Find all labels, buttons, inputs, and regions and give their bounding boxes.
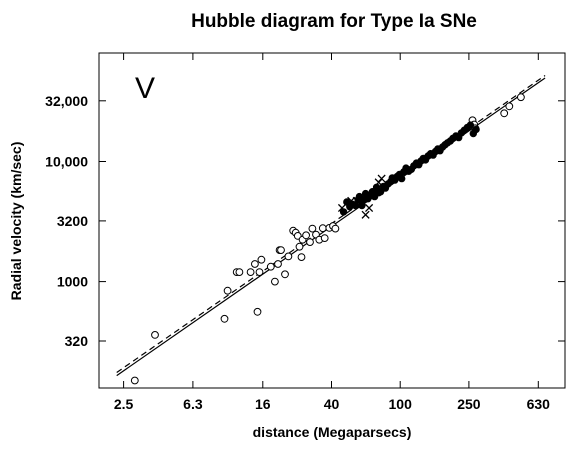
open-circle-point bbox=[277, 246, 285, 255]
filled-circle-point bbox=[472, 125, 480, 134]
filled-circle-point bbox=[339, 208, 348, 216]
open-circle-point bbox=[255, 268, 264, 277]
y-axis-label: Radial velocity (km/sec) bbox=[8, 142, 24, 301]
chart-title: Hubble diagram for Type Ia SNe bbox=[191, 11, 477, 32]
open-circle-point bbox=[257, 255, 266, 264]
open-circle-point bbox=[151, 331, 159, 339]
plot-frame bbox=[98, 52, 566, 389]
open-circle-point bbox=[246, 268, 255, 277]
open-circle-point bbox=[318, 224, 327, 233]
axis-ticks bbox=[99, 53, 565, 388]
y-tick-label: 1000 bbox=[57, 274, 88, 290]
y-tick-label: 32,000 bbox=[45, 93, 88, 109]
open-circle-point bbox=[235, 268, 244, 277]
y-tick-label: 320 bbox=[65, 333, 89, 349]
cross-point bbox=[337, 203, 347, 213]
open-circle-point bbox=[306, 238, 314, 247]
x-tick-label: 40 bbox=[324, 396, 340, 412]
y-tick-label: 10,000 bbox=[45, 154, 88, 170]
open-circle-point bbox=[517, 93, 525, 102]
x-tick-label: 630 bbox=[527, 396, 551, 412]
x-tick-label: 100 bbox=[389, 396, 413, 412]
open-circle-point bbox=[253, 307, 262, 316]
open-circle-point bbox=[223, 286, 232, 295]
open-circle-point bbox=[251, 260, 259, 268]
filled-circle-point bbox=[466, 121, 475, 129]
open-circle-point bbox=[220, 314, 229, 323]
open-circle-point bbox=[297, 253, 306, 262]
x-tick-label: 2.5 bbox=[114, 396, 134, 412]
x-tick-label: 16 bbox=[255, 396, 271, 412]
x-tick-labels: 2.5 6.3 16 40 100 250 630 bbox=[114, 396, 550, 412]
y-tick-labels: 320 1000 3200 10,000 32,000 bbox=[45, 93, 88, 349]
open-circle-point bbox=[130, 376, 139, 385]
open-circle-point bbox=[302, 231, 311, 240]
filled-circle-point bbox=[398, 174, 406, 183]
open-circle-point bbox=[500, 109, 509, 118]
open-circle-point bbox=[295, 242, 304, 251]
data-points bbox=[130, 93, 525, 385]
open-circle-point bbox=[308, 224, 317, 233]
y-tick-label: 3200 bbox=[57, 213, 88, 229]
x-axis-label: distance (Megaparsecs) bbox=[253, 424, 412, 440]
open-circle-point bbox=[271, 277, 279, 286]
open-circle-point bbox=[505, 102, 514, 111]
cross-point bbox=[377, 174, 386, 183]
cross-point bbox=[361, 210, 370, 219]
open-circle-point bbox=[266, 262, 275, 271]
open-circle-point bbox=[274, 260, 282, 268]
panel-label: V bbox=[135, 72, 155, 105]
cross-point bbox=[352, 196, 361, 205]
x-tick-label: 6.3 bbox=[183, 396, 203, 412]
open-circle-point bbox=[320, 234, 329, 243]
cross-point bbox=[365, 203, 374, 213]
x-tick-label: 250 bbox=[457, 396, 481, 412]
open-circle-point bbox=[281, 270, 289, 279]
open-circle-point bbox=[284, 252, 293, 261]
open-circle-point bbox=[331, 224, 340, 233]
